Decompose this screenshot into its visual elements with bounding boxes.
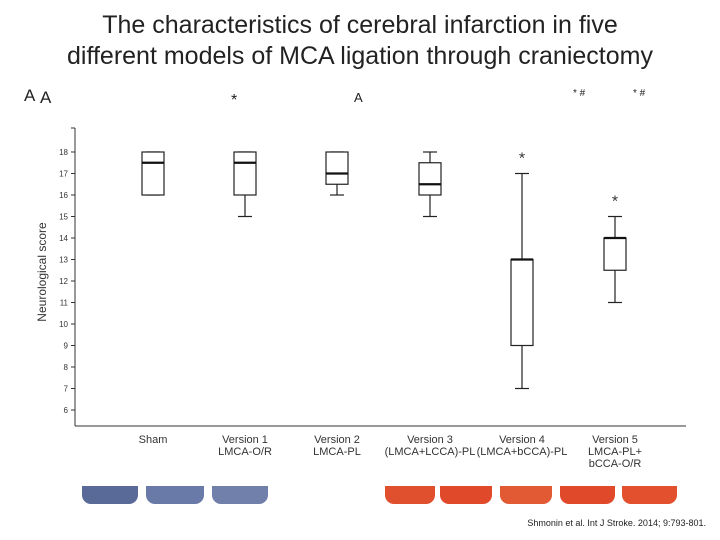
y-tick-label: 18 <box>59 148 68 157</box>
significance-star: * <box>612 194 618 211</box>
top-star-marker: * <box>231 92 238 109</box>
x-category-label: Version 5 <box>592 434 638 446</box>
brain-slice-image <box>440 486 492 504</box>
brain-slice-image <box>385 486 435 504</box>
x-category-label: LMCA-O/R <box>218 446 272 458</box>
box-iqr <box>141 151 165 196</box>
significance-star: * <box>519 151 525 168</box>
brain-slice-image <box>212 486 268 504</box>
brain-slice-image <box>500 486 552 504</box>
box-iqr <box>510 258 534 347</box>
citation: Shmonin et al. Int J Stroke. 2014; 9:793… <box>527 518 706 528</box>
x-category-label: (LMCA+LCCA)-PL <box>385 446 476 458</box>
box-iqr <box>325 151 349 185</box>
y-axis-label: Neurological score <box>35 222 49 322</box>
y-tick-label: 15 <box>59 213 68 222</box>
brain-slice-image <box>82 486 138 504</box>
x-category-label: Version 1 <box>222 434 268 446</box>
brain-slice-image <box>146 486 204 504</box>
x-category-label: Sham <box>139 434 168 446</box>
y-tick-label: 11 <box>60 299 69 308</box>
y-tick-label: 6 <box>64 406 69 415</box>
y-tick-label: 13 <box>59 256 68 265</box>
y-tick-label: 10 <box>59 320 68 329</box>
x-category-label: bCCA-O/R <box>589 458 642 470</box>
panel-label-mid: A <box>354 90 363 105</box>
y-tick-label: 7 <box>64 385 69 394</box>
x-category-label: LMCA-PL <box>313 446 361 458</box>
panel-label-left: A <box>24 86 36 105</box>
x-category-label: LMCA-PL+ <box>588 446 642 458</box>
panel-label-left-2: A <box>40 88 52 107</box>
x-category-label: (LMCA+bCCA)-PL <box>477 446 568 458</box>
y-tick-label: 9 <box>64 342 69 351</box>
y-tick-label: 8 <box>64 363 69 372</box>
x-category-label: Version 2 <box>314 434 360 446</box>
star-hash-marker-1: * # <box>573 88 586 99</box>
star-hash-marker-2: * # <box>633 88 646 99</box>
brain-slice-image <box>622 486 677 504</box>
x-category-label: Version 3 <box>407 434 453 446</box>
y-tick-label: 14 <box>59 234 68 243</box>
box-iqr <box>233 151 257 196</box>
slide-title: The characteristics of cerebral infarcti… <box>0 10 720 72</box>
box-iqr <box>418 162 442 196</box>
brain-slice-image <box>560 486 615 504</box>
slide-title-line-1: The characteristics of cerebral infarcti… <box>102 11 618 39</box>
y-tick-label: 16 <box>59 191 68 200</box>
y-tick-label: 17 <box>59 170 68 179</box>
slide-title-line-2: different models of MCA ligation through… <box>67 42 653 70</box>
box-iqr <box>603 237 627 271</box>
x-category-label: Version 4 <box>499 434 545 446</box>
y-tick-label: 12 <box>59 277 68 286</box>
